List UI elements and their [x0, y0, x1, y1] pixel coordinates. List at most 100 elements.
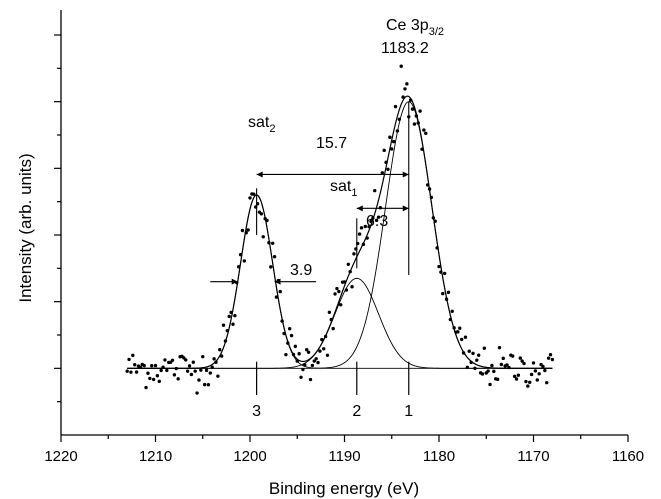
data-point: [287, 327, 292, 331]
data-point: [185, 369, 190, 373]
data-point: [531, 361, 536, 365]
split-15-7-arrowhead-left: [256, 171, 263, 178]
data-point: [543, 368, 547, 373]
data-point: [163, 358, 167, 362]
data-point: [289, 333, 294, 338]
split-6-3-arrowhead-left: [356, 205, 363, 212]
data-point: [131, 353, 135, 358]
x-tick-label: 1200: [233, 448, 266, 465]
data-point: [170, 358, 175, 362]
x-tick-label: 1210: [139, 448, 172, 465]
data-point: [533, 369, 538, 373]
x-tick-label: 1180: [423, 448, 455, 465]
data-point: [357, 232, 362, 236]
data-point: [339, 303, 343, 307]
data-point: [308, 377, 313, 382]
data-point: [322, 347, 326, 351]
data-point: [219, 354, 224, 358]
y-axis-title: Intensity (arb. units): [16, 153, 35, 302]
sat1-label: sat1: [330, 178, 357, 199]
data-point: [187, 364, 192, 368]
data-point: [350, 285, 354, 289]
main-peak-position-label: 1183.2: [381, 40, 429, 57]
data-point: [376, 215, 381, 219]
data-point: [486, 369, 490, 373]
peak-number-2: 2: [352, 403, 361, 420]
data-point: [197, 378, 201, 382]
data-point: [458, 326, 462, 330]
data-point: [184, 358, 188, 362]
data-point: [318, 349, 322, 353]
data-point: [259, 212, 264, 216]
sat2-width-label: 3.9: [290, 262, 312, 279]
data-point: [261, 235, 265, 239]
data-point: [331, 326, 335, 331]
data-point: [437, 264, 441, 269]
data-point: [231, 322, 235, 326]
x-axis-title: Binding energy (eV): [269, 479, 419, 498]
data-point: [475, 358, 479, 362]
data-point: [216, 374, 220, 378]
data-point: [191, 360, 195, 364]
sat2-split-label: 15.7: [316, 135, 347, 152]
data-point: [548, 352, 553, 357]
data-point: [403, 87, 407, 91]
data-point: [159, 368, 163, 373]
data-point: [490, 363, 494, 368]
annotations: Ce 3p3/2 1183.2 sat2 sat1 15.7 6.3 3.9: [248, 17, 444, 279]
data-point: [148, 376, 152, 381]
data-point: [545, 380, 549, 385]
data-point: [314, 357, 318, 361]
data-point: [512, 374, 517, 379]
data-point: [310, 363, 315, 368]
data-point: [335, 286, 339, 291]
data-point: [165, 368, 169, 373]
data-point: [422, 128, 426, 132]
data-point: [150, 363, 154, 368]
data-point: [127, 357, 131, 362]
data-point: [333, 292, 337, 296]
data-point: [129, 370, 133, 374]
data-point: [208, 371, 213, 375]
data-point: [382, 148, 386, 153]
data-point: [204, 368, 209, 373]
data-point: [390, 147, 394, 151]
data-point: [346, 262, 350, 266]
peak-number-3: 3: [252, 403, 261, 420]
data-point: [537, 372, 541, 376]
data-point: [246, 228, 250, 232]
data-point: [482, 346, 487, 350]
data-point: [337, 289, 341, 294]
data-point: [312, 359, 316, 363]
data-point: [520, 359, 524, 363]
data-point: [151, 377, 156, 382]
data-point: [388, 135, 392, 139]
data-point: [526, 384, 530, 388]
data-point: [305, 348, 309, 352]
data-point: [442, 271, 447, 276]
peak-number-1: 1: [404, 403, 413, 420]
data-point: [516, 373, 521, 377]
data-point: [471, 351, 475, 356]
data-point: [378, 206, 383, 210]
data-point: [528, 380, 532, 384]
data-point: [405, 82, 409, 86]
x-ticks: 1220 1210 1200 1190 1180 1170 1160: [44, 435, 644, 465]
data-point: [363, 224, 367, 229]
data-point: [195, 391, 199, 395]
data-point: [393, 104, 398, 109]
peak-markers: 3 2 1: [210, 101, 413, 420]
data-point: [514, 377, 519, 381]
data-point: [274, 295, 279, 299]
data-point: [499, 362, 504, 367]
data-point: [133, 363, 137, 367]
x-tick-label: 1190: [328, 448, 360, 465]
data-points: [125, 64, 555, 395]
data-point: [391, 139, 396, 144]
data-point: [399, 64, 403, 68]
component-fit-curve-3: [127, 194, 553, 369]
data-point: [252, 192, 256, 196]
sat1-split-label: 6.3: [366, 213, 388, 230]
data-point: [206, 383, 211, 387]
